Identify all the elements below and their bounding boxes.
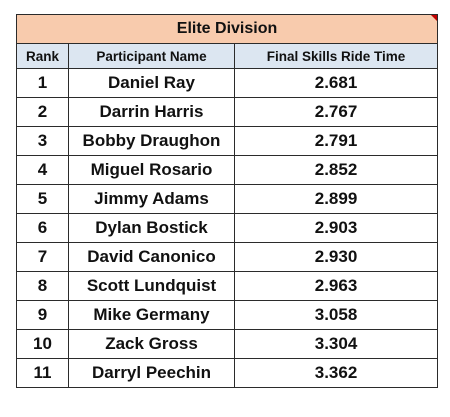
- ride-time-cell: 3.304: [233, 329, 439, 359]
- participant-name-cell: Mike Germany: [68, 300, 235, 330]
- header-rank: Rank: [16, 43, 69, 69]
- table-row: 3 Bobby Draughon 2.791: [16, 126, 439, 156]
- table-title: Elite Division: [15, 14, 439, 44]
- ride-time-cell: 2.903: [233, 213, 439, 243]
- participant-name-cell: Miguel Rosario: [68, 155, 235, 185]
- ride-time-cell: 3.362: [233, 358, 439, 388]
- results-table-container: Elite Division Rank Participant Name Fin…: [15, 14, 439, 388]
- table-header-row: Rank Participant Name Final Skills Ride …: [16, 43, 439, 69]
- participant-name-cell: Zack Gross: [68, 329, 235, 359]
- table-row: 6 Dylan Bostick 2.903: [16, 213, 439, 243]
- table-row: 10 Zack Gross 3.304: [16, 329, 439, 359]
- table-row: 4 Miguel Rosario 2.852: [16, 155, 439, 185]
- ride-time-cell: 2.852: [233, 155, 439, 185]
- table-row: 1 Daniel Ray 2.681: [16, 68, 439, 98]
- participant-name-cell: David Canonico: [68, 242, 235, 272]
- table-row: 7 David Canonico 2.930: [16, 242, 439, 272]
- participant-name-cell: Darryl Peechin: [68, 358, 235, 388]
- ride-time-cell: 2.791: [233, 126, 439, 156]
- ride-time-cell: 2.930: [233, 242, 439, 272]
- table-title-text: Elite Division: [176, 20, 278, 37]
- participant-name-cell: Dylan Bostick: [68, 213, 235, 243]
- rank-cell: 8: [16, 271, 69, 301]
- participant-name-cell: Daniel Ray: [68, 68, 235, 98]
- ride-time-cell: 2.681: [233, 68, 439, 98]
- header-final-skills-ride-time: Final Skills Ride Time: [233, 43, 439, 69]
- participant-name-cell: Jimmy Adams: [68, 184, 235, 214]
- rank-cell: 11: [16, 358, 69, 388]
- rank-cell: 1: [16, 68, 69, 98]
- results-table: Elite Division Rank Participant Name Fin…: [15, 14, 439, 388]
- ride-time-cell: 2.767: [233, 97, 439, 127]
- participant-name-cell: Bobby Draughon: [68, 126, 235, 156]
- table-row: 11 Darryl Peechin 3.362: [16, 358, 439, 388]
- rank-cell: 7: [16, 242, 69, 272]
- rank-cell: 10: [16, 329, 69, 359]
- rank-cell: 6: [16, 213, 69, 243]
- rank-cell: 2: [16, 97, 69, 127]
- rank-cell: 4: [16, 155, 69, 185]
- rank-cell: 9: [16, 300, 69, 330]
- table-row: 8 Scott Lundquist 2.963: [16, 271, 439, 301]
- rank-cell: 3: [16, 126, 69, 156]
- ride-time-cell: 2.963: [233, 271, 439, 301]
- table-row: 2 Darrin Harris 2.767: [16, 97, 439, 127]
- ride-time-cell: 3.058: [233, 300, 439, 330]
- ride-time-cell: 2.899: [233, 184, 439, 214]
- header-participant-name: Participant Name: [68, 43, 235, 69]
- rank-cell: 5: [16, 184, 69, 214]
- table-title-row: Elite Division: [15, 14, 439, 44]
- participant-name-cell: Darrin Harris: [68, 97, 235, 127]
- table-row: 5 Jimmy Adams 2.899: [16, 184, 439, 214]
- participant-name-cell: Scott Lundquist: [68, 271, 235, 301]
- table-row: 9 Mike Germany 3.058: [16, 300, 439, 330]
- comment-indicator-icon: [431, 15, 438, 21]
